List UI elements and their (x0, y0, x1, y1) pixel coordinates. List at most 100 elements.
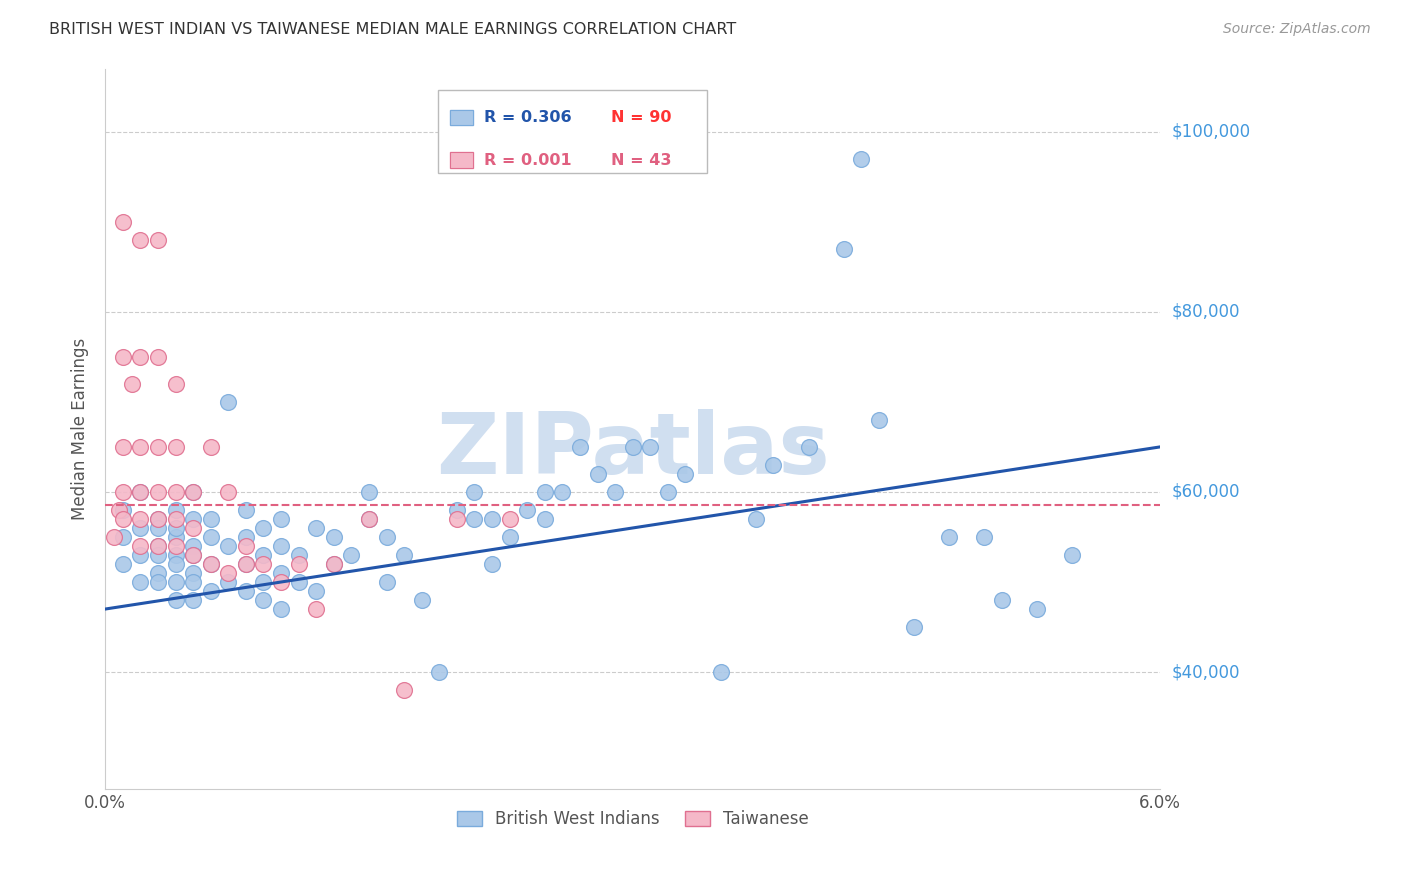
Point (357, 484, 380, 499)
Bar (450, 153, 474, 168)
Point (252, 574, 274, 589)
Point (446, 512, 468, 526)
Point (146, 233, 169, 247)
Point (1026, 602, 1049, 616)
Point (111, 530, 134, 544)
Point (165, 539, 187, 553)
Point (217, 394, 239, 409)
Point (481, 512, 503, 526)
Point (181, 539, 204, 553)
Point (146, 539, 169, 553)
Point (252, 557, 274, 571)
Point (146, 440, 169, 454)
Point (446, 503, 468, 517)
Point (129, 484, 152, 499)
Bar (450, 110, 474, 126)
Point (463, 484, 485, 499)
Point (252, 548, 274, 562)
Point (375, 574, 398, 589)
Point (217, 484, 239, 499)
Point (217, 539, 239, 553)
Text: Source: ZipAtlas.com: Source: ZipAtlas.com (1223, 22, 1371, 37)
Text: N = 43: N = 43 (610, 153, 671, 168)
Point (103, 530, 125, 544)
Point (270, 512, 292, 526)
Point (498, 512, 520, 526)
Point (217, 566, 239, 580)
Point (903, 620, 925, 634)
Text: $60,000: $60,000 (1171, 483, 1240, 501)
Point (165, 521, 187, 535)
Point (797, 440, 820, 454)
Point (851, 152, 873, 166)
Point (146, 512, 169, 526)
Point (973, 530, 995, 544)
Point (498, 530, 520, 544)
Text: ZIPatlas: ZIPatlas (436, 409, 830, 492)
Point (568, 440, 591, 454)
Point (638, 440, 661, 454)
Point (287, 548, 309, 562)
Point (305, 602, 328, 616)
Point (111, 440, 134, 454)
Point (357, 512, 380, 526)
Point (181, 484, 204, 499)
Point (146, 566, 169, 580)
Point (392, 683, 415, 698)
Point (165, 530, 187, 544)
Point (235, 530, 257, 544)
FancyBboxPatch shape (437, 90, 707, 173)
Point (146, 350, 169, 364)
Point (938, 530, 960, 544)
Bar (450, 110, 474, 126)
Point (129, 521, 152, 535)
Text: R = 0.306: R = 0.306 (484, 110, 572, 125)
Point (165, 557, 187, 571)
Point (427, 665, 450, 679)
Point (181, 548, 204, 562)
Point (621, 440, 644, 454)
Point (181, 512, 204, 526)
Point (200, 557, 222, 571)
Point (165, 440, 187, 454)
Point (165, 548, 187, 562)
Point (129, 539, 152, 553)
Point (129, 574, 152, 589)
Point (375, 530, 398, 544)
Point (322, 530, 344, 544)
Point (200, 584, 222, 599)
Point (111, 512, 134, 526)
Point (270, 566, 292, 580)
Point (146, 484, 169, 499)
Point (270, 539, 292, 553)
Point (129, 548, 152, 562)
Point (129, 233, 152, 247)
Point (111, 484, 134, 499)
Point (252, 593, 274, 607)
Point (533, 512, 555, 526)
Point (165, 484, 187, 499)
Point (586, 467, 609, 481)
Point (108, 503, 131, 517)
Point (146, 539, 169, 553)
Point (340, 548, 363, 562)
Text: BRITISH WEST INDIAN VS TAIWANESE MEDIAN MALE EARNINGS CORRELATION CHART: BRITISH WEST INDIAN VS TAIWANESE MEDIAN … (49, 22, 737, 37)
Point (603, 484, 626, 499)
Legend: British West Indians, Taiwanese: British West Indians, Taiwanese (450, 804, 815, 835)
Bar (450, 153, 474, 168)
Point (181, 574, 204, 589)
Point (146, 521, 169, 535)
Point (146, 574, 169, 589)
Point (181, 566, 204, 580)
Point (533, 484, 555, 499)
Point (181, 548, 204, 562)
Point (710, 665, 733, 679)
Point (146, 512, 169, 526)
Point (217, 574, 239, 589)
Point (181, 593, 204, 607)
Point (165, 503, 187, 517)
Point (111, 503, 134, 517)
Point (235, 539, 257, 553)
Point (181, 521, 204, 535)
Text: $100,000: $100,000 (1171, 122, 1250, 141)
